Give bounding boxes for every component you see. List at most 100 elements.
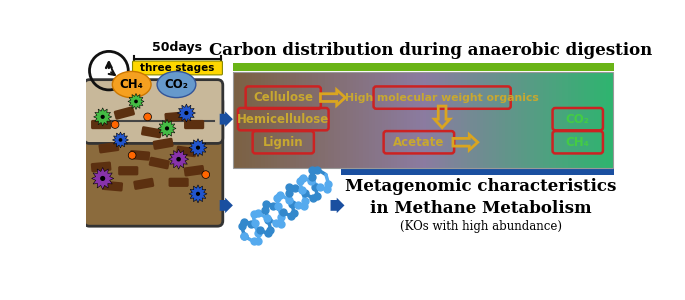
Bar: [521, 72, 525, 168]
Bar: [569, 72, 572, 168]
Text: Lignin: Lignin: [263, 136, 303, 149]
Circle shape: [119, 138, 123, 142]
FancyBboxPatch shape: [84, 96, 223, 226]
Circle shape: [101, 115, 105, 119]
Text: Carbon distribution during anaerobic digestion: Carbon distribution during anaerobic dig…: [209, 42, 652, 59]
Bar: [239, 72, 242, 168]
Bar: [590, 72, 594, 168]
FancyBboxPatch shape: [129, 150, 150, 161]
Bar: [249, 72, 252, 168]
Bar: [543, 72, 547, 168]
Bar: [454, 72, 458, 168]
Bar: [375, 72, 379, 168]
Bar: [597, 72, 600, 168]
FancyBboxPatch shape: [84, 80, 223, 143]
Text: three stages: three stages: [140, 63, 214, 73]
Polygon shape: [169, 149, 188, 169]
Bar: [403, 72, 408, 168]
Text: CO₂: CO₂: [566, 113, 590, 126]
Bar: [331, 72, 334, 168]
Bar: [233, 72, 612, 168]
Bar: [369, 72, 373, 168]
Text: CH₄: CH₄: [120, 78, 144, 91]
FancyBboxPatch shape: [153, 138, 173, 150]
Bar: [461, 72, 464, 168]
Bar: [426, 72, 429, 168]
Circle shape: [128, 152, 136, 159]
Bar: [423, 72, 426, 168]
Bar: [356, 72, 360, 168]
Bar: [397, 72, 401, 168]
FancyArrow shape: [331, 198, 345, 213]
Bar: [391, 72, 395, 168]
Bar: [565, 72, 569, 168]
Bar: [385, 72, 388, 168]
Circle shape: [111, 121, 119, 128]
Bar: [527, 72, 531, 168]
Bar: [581, 72, 584, 168]
Circle shape: [196, 192, 200, 196]
Bar: [309, 72, 312, 168]
Bar: [451, 72, 455, 168]
Bar: [432, 72, 436, 168]
Bar: [312, 72, 316, 168]
Bar: [413, 72, 416, 168]
FancyBboxPatch shape: [103, 181, 123, 191]
Ellipse shape: [157, 71, 196, 98]
FancyBboxPatch shape: [169, 178, 188, 187]
Bar: [271, 72, 275, 168]
Circle shape: [134, 100, 138, 103]
Bar: [448, 72, 451, 168]
Bar: [258, 72, 262, 168]
Bar: [508, 72, 512, 168]
Bar: [366, 72, 369, 168]
FancyBboxPatch shape: [184, 165, 205, 176]
Bar: [546, 72, 550, 168]
Bar: [606, 72, 610, 168]
Bar: [341, 168, 614, 175]
Bar: [594, 72, 597, 168]
Bar: [610, 72, 613, 168]
Bar: [325, 72, 328, 168]
Bar: [293, 72, 297, 168]
Bar: [470, 72, 474, 168]
FancyBboxPatch shape: [184, 120, 204, 129]
Bar: [587, 72, 591, 168]
Bar: [328, 72, 332, 168]
Circle shape: [196, 146, 200, 150]
Bar: [420, 72, 423, 168]
Bar: [467, 72, 471, 168]
Bar: [299, 72, 303, 168]
Bar: [578, 72, 582, 168]
Bar: [233, 72, 236, 168]
Bar: [556, 72, 559, 168]
Bar: [284, 72, 287, 168]
Bar: [486, 72, 490, 168]
Circle shape: [100, 176, 105, 181]
FancyBboxPatch shape: [132, 61, 223, 75]
Polygon shape: [92, 167, 114, 190]
Bar: [296, 72, 300, 168]
Bar: [438, 72, 442, 168]
Bar: [584, 72, 588, 168]
Bar: [340, 72, 344, 168]
Bar: [347, 72, 350, 168]
Bar: [442, 72, 445, 168]
FancyBboxPatch shape: [91, 120, 111, 129]
Polygon shape: [94, 108, 112, 126]
Bar: [429, 72, 433, 168]
Polygon shape: [128, 93, 144, 110]
Bar: [477, 72, 480, 168]
Bar: [464, 72, 467, 168]
Bar: [236, 72, 240, 168]
Bar: [489, 72, 493, 168]
Bar: [445, 72, 449, 168]
Polygon shape: [177, 104, 195, 122]
FancyBboxPatch shape: [149, 157, 170, 169]
Bar: [571, 72, 575, 168]
Bar: [479, 72, 483, 168]
Bar: [388, 72, 392, 168]
Text: 50days: 50days: [153, 41, 203, 55]
Bar: [277, 72, 281, 168]
Bar: [458, 72, 461, 168]
